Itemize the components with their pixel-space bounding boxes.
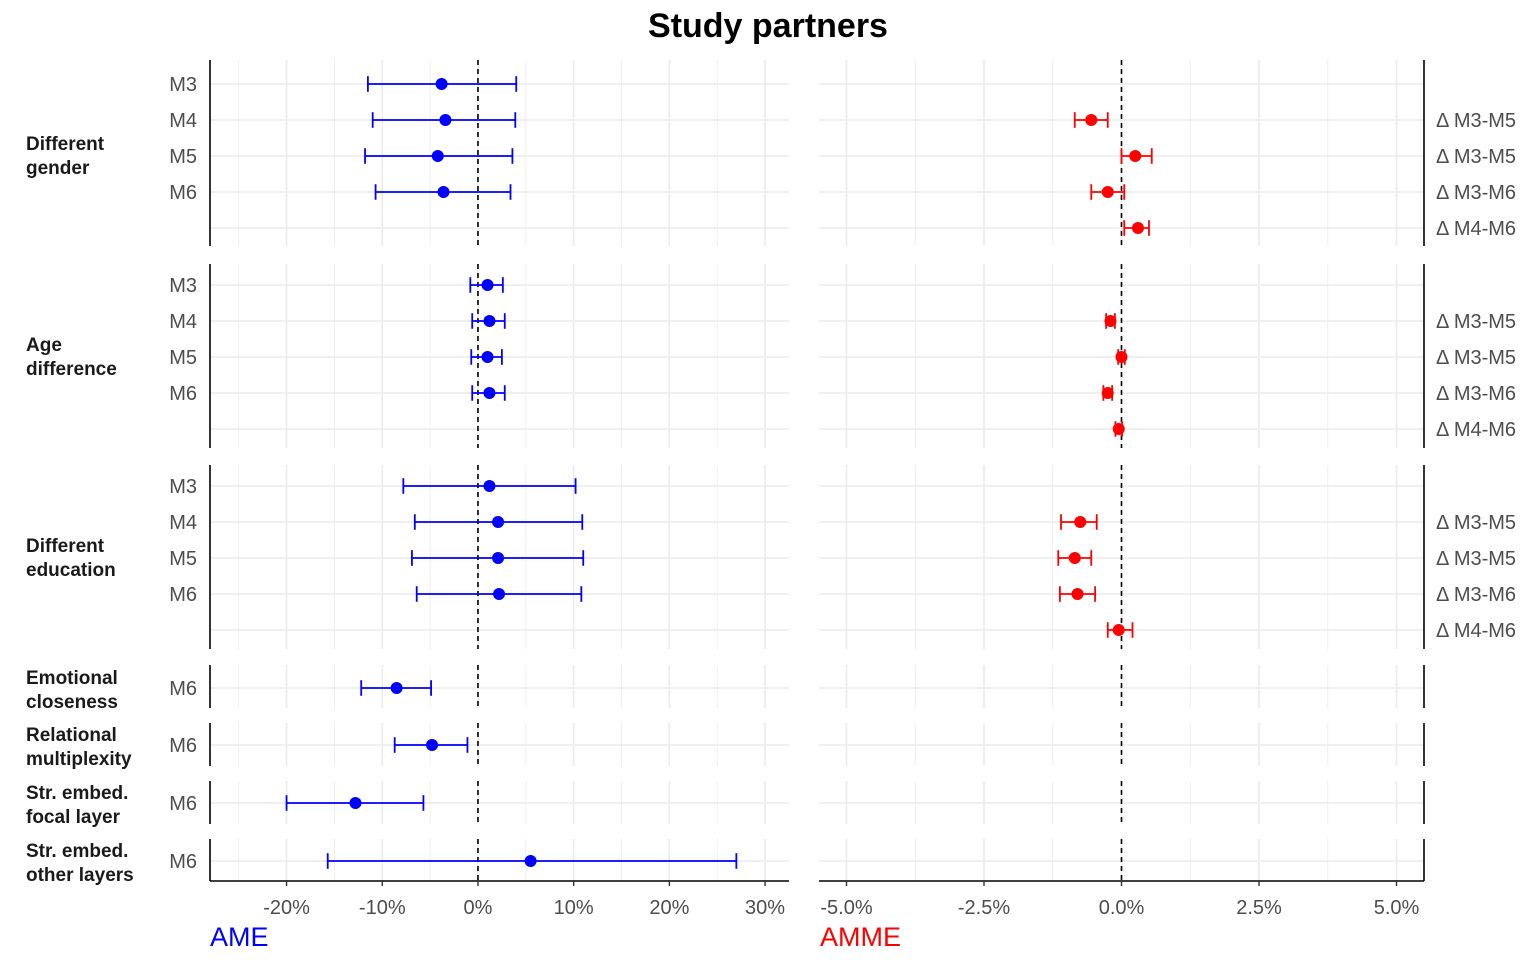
model-label: M6 xyxy=(169,182,197,204)
group-label-line: Str. embed. xyxy=(26,783,128,804)
group-label-line: gender xyxy=(26,158,90,179)
model-label: M3 xyxy=(169,74,197,96)
group-label: Age difference xyxy=(26,335,117,380)
x-tick-label: -10% xyxy=(359,897,406,919)
ame-point xyxy=(439,114,452,126)
group-label-line: Different xyxy=(26,536,105,557)
group-label-line: other layers xyxy=(26,865,134,886)
group-label: Relational multiplexity xyxy=(26,725,132,770)
contrast-label: Δ M3-M6 xyxy=(1436,182,1516,204)
contrast-label: Δ M3-M5 xyxy=(1436,347,1516,369)
x-tick-label: 20% xyxy=(649,897,689,919)
model-label: M6 xyxy=(169,678,197,700)
model-label: M6 xyxy=(169,584,197,606)
group-label-line: multiplexity xyxy=(26,749,132,770)
amme-point xyxy=(1101,186,1114,198)
group-label-line: closeness xyxy=(26,692,118,713)
ame-point xyxy=(435,78,448,90)
model-label: M4 xyxy=(169,110,197,132)
contrast-label: Δ M3-M5 xyxy=(1436,110,1516,132)
amme-point xyxy=(1068,552,1081,564)
x-tick-label: 0% xyxy=(464,897,493,919)
chart-title: Study partners xyxy=(648,7,888,45)
group-label-line: difference xyxy=(26,359,117,380)
contrast-label: Δ M3-M5 xyxy=(1436,146,1516,168)
amme-point xyxy=(1112,423,1125,435)
x-tick-label: 10% xyxy=(554,897,594,919)
group-label-line: Different xyxy=(26,134,105,155)
x-tick-label: -5.0% xyxy=(820,897,872,919)
x-tick-label: 30% xyxy=(745,897,785,919)
contrast-label: Δ M3-M5 xyxy=(1436,311,1516,333)
model-label: M6 xyxy=(169,793,197,815)
axis-layer xyxy=(209,60,1425,886)
contrast-label: Δ M3-M5 xyxy=(1436,512,1516,534)
group-label: Str. embed. other layers xyxy=(26,841,134,886)
grid-layer xyxy=(210,60,1424,881)
amme-point xyxy=(1071,588,1084,600)
contrast-label: Δ M4-M6 xyxy=(1436,218,1516,240)
x-axis-title-ame: AME xyxy=(210,922,269,952)
amme-point xyxy=(1132,222,1144,234)
x-tick-label: -20% xyxy=(263,897,310,919)
group-label: Different gender xyxy=(26,134,105,179)
contrast-label: Δ M3-M5 xyxy=(1436,548,1516,570)
ame-point xyxy=(483,387,496,399)
contrast-label: Δ M3-M6 xyxy=(1436,584,1516,606)
ame-point xyxy=(349,797,362,809)
model-label: M3 xyxy=(169,275,197,297)
amme-point xyxy=(1101,387,1114,399)
ame-point xyxy=(431,150,444,162)
x-tick-label: 5.0% xyxy=(1374,897,1420,919)
labels: Different gender M3 M4 M5 M6 Δ M3-M5 Δ M3-M5 Δ M… xyxy=(26,74,1516,919)
group-label: Different education xyxy=(26,536,116,581)
ame-point xyxy=(426,739,439,751)
model-label: M5 xyxy=(169,347,197,369)
group-label-line: Relational xyxy=(26,725,117,746)
contrast-label: Δ M4-M6 xyxy=(1436,419,1516,441)
model-label: M6 xyxy=(169,851,197,873)
group-label-line: Str. embed. xyxy=(26,841,128,862)
ame-point xyxy=(492,516,505,528)
group-label-line: education xyxy=(26,560,116,581)
x-tick-label: -2.5% xyxy=(958,897,1010,919)
data-marks xyxy=(285,76,1153,869)
group-label: Emotional closeness xyxy=(26,668,118,713)
ame-point xyxy=(483,480,496,492)
group-label: Str. embed. focal layer xyxy=(26,783,128,828)
group-label-line: focal layer xyxy=(26,807,121,828)
ame-point xyxy=(493,588,506,600)
ame-point xyxy=(483,315,496,327)
model-label: M6 xyxy=(169,383,197,405)
ame-point xyxy=(481,279,494,291)
contrast-label: Δ M3-M6 xyxy=(1436,383,1516,405)
zero-reference-lines xyxy=(477,60,1123,881)
amme-point xyxy=(1074,516,1087,528)
x-tick-label: 0.0% xyxy=(1099,897,1145,919)
ame-point xyxy=(437,186,450,198)
group-label-line: Emotional xyxy=(26,668,118,689)
model-label: M3 xyxy=(169,476,197,498)
model-label: M5 xyxy=(169,146,197,168)
ame-point xyxy=(492,552,505,564)
x-axis-title-amme: AMME xyxy=(820,922,901,952)
ame-point xyxy=(481,351,494,363)
model-label: M5 xyxy=(169,548,197,570)
amme-point xyxy=(1115,351,1128,363)
ame-point xyxy=(524,855,537,867)
model-label: M4 xyxy=(169,311,197,333)
model-label: M6 xyxy=(169,735,197,757)
ame-point xyxy=(390,682,403,694)
contrast-label: Δ M4-M6 xyxy=(1436,620,1516,642)
amme-point xyxy=(1129,150,1142,162)
x-tick-label: 2.5% xyxy=(1236,897,1282,919)
amme-point xyxy=(1112,624,1125,636)
group-label-line: Age xyxy=(26,335,62,356)
amme-point xyxy=(1085,114,1098,126)
amme-point xyxy=(1104,315,1117,327)
model-label: M4 xyxy=(169,512,197,534)
